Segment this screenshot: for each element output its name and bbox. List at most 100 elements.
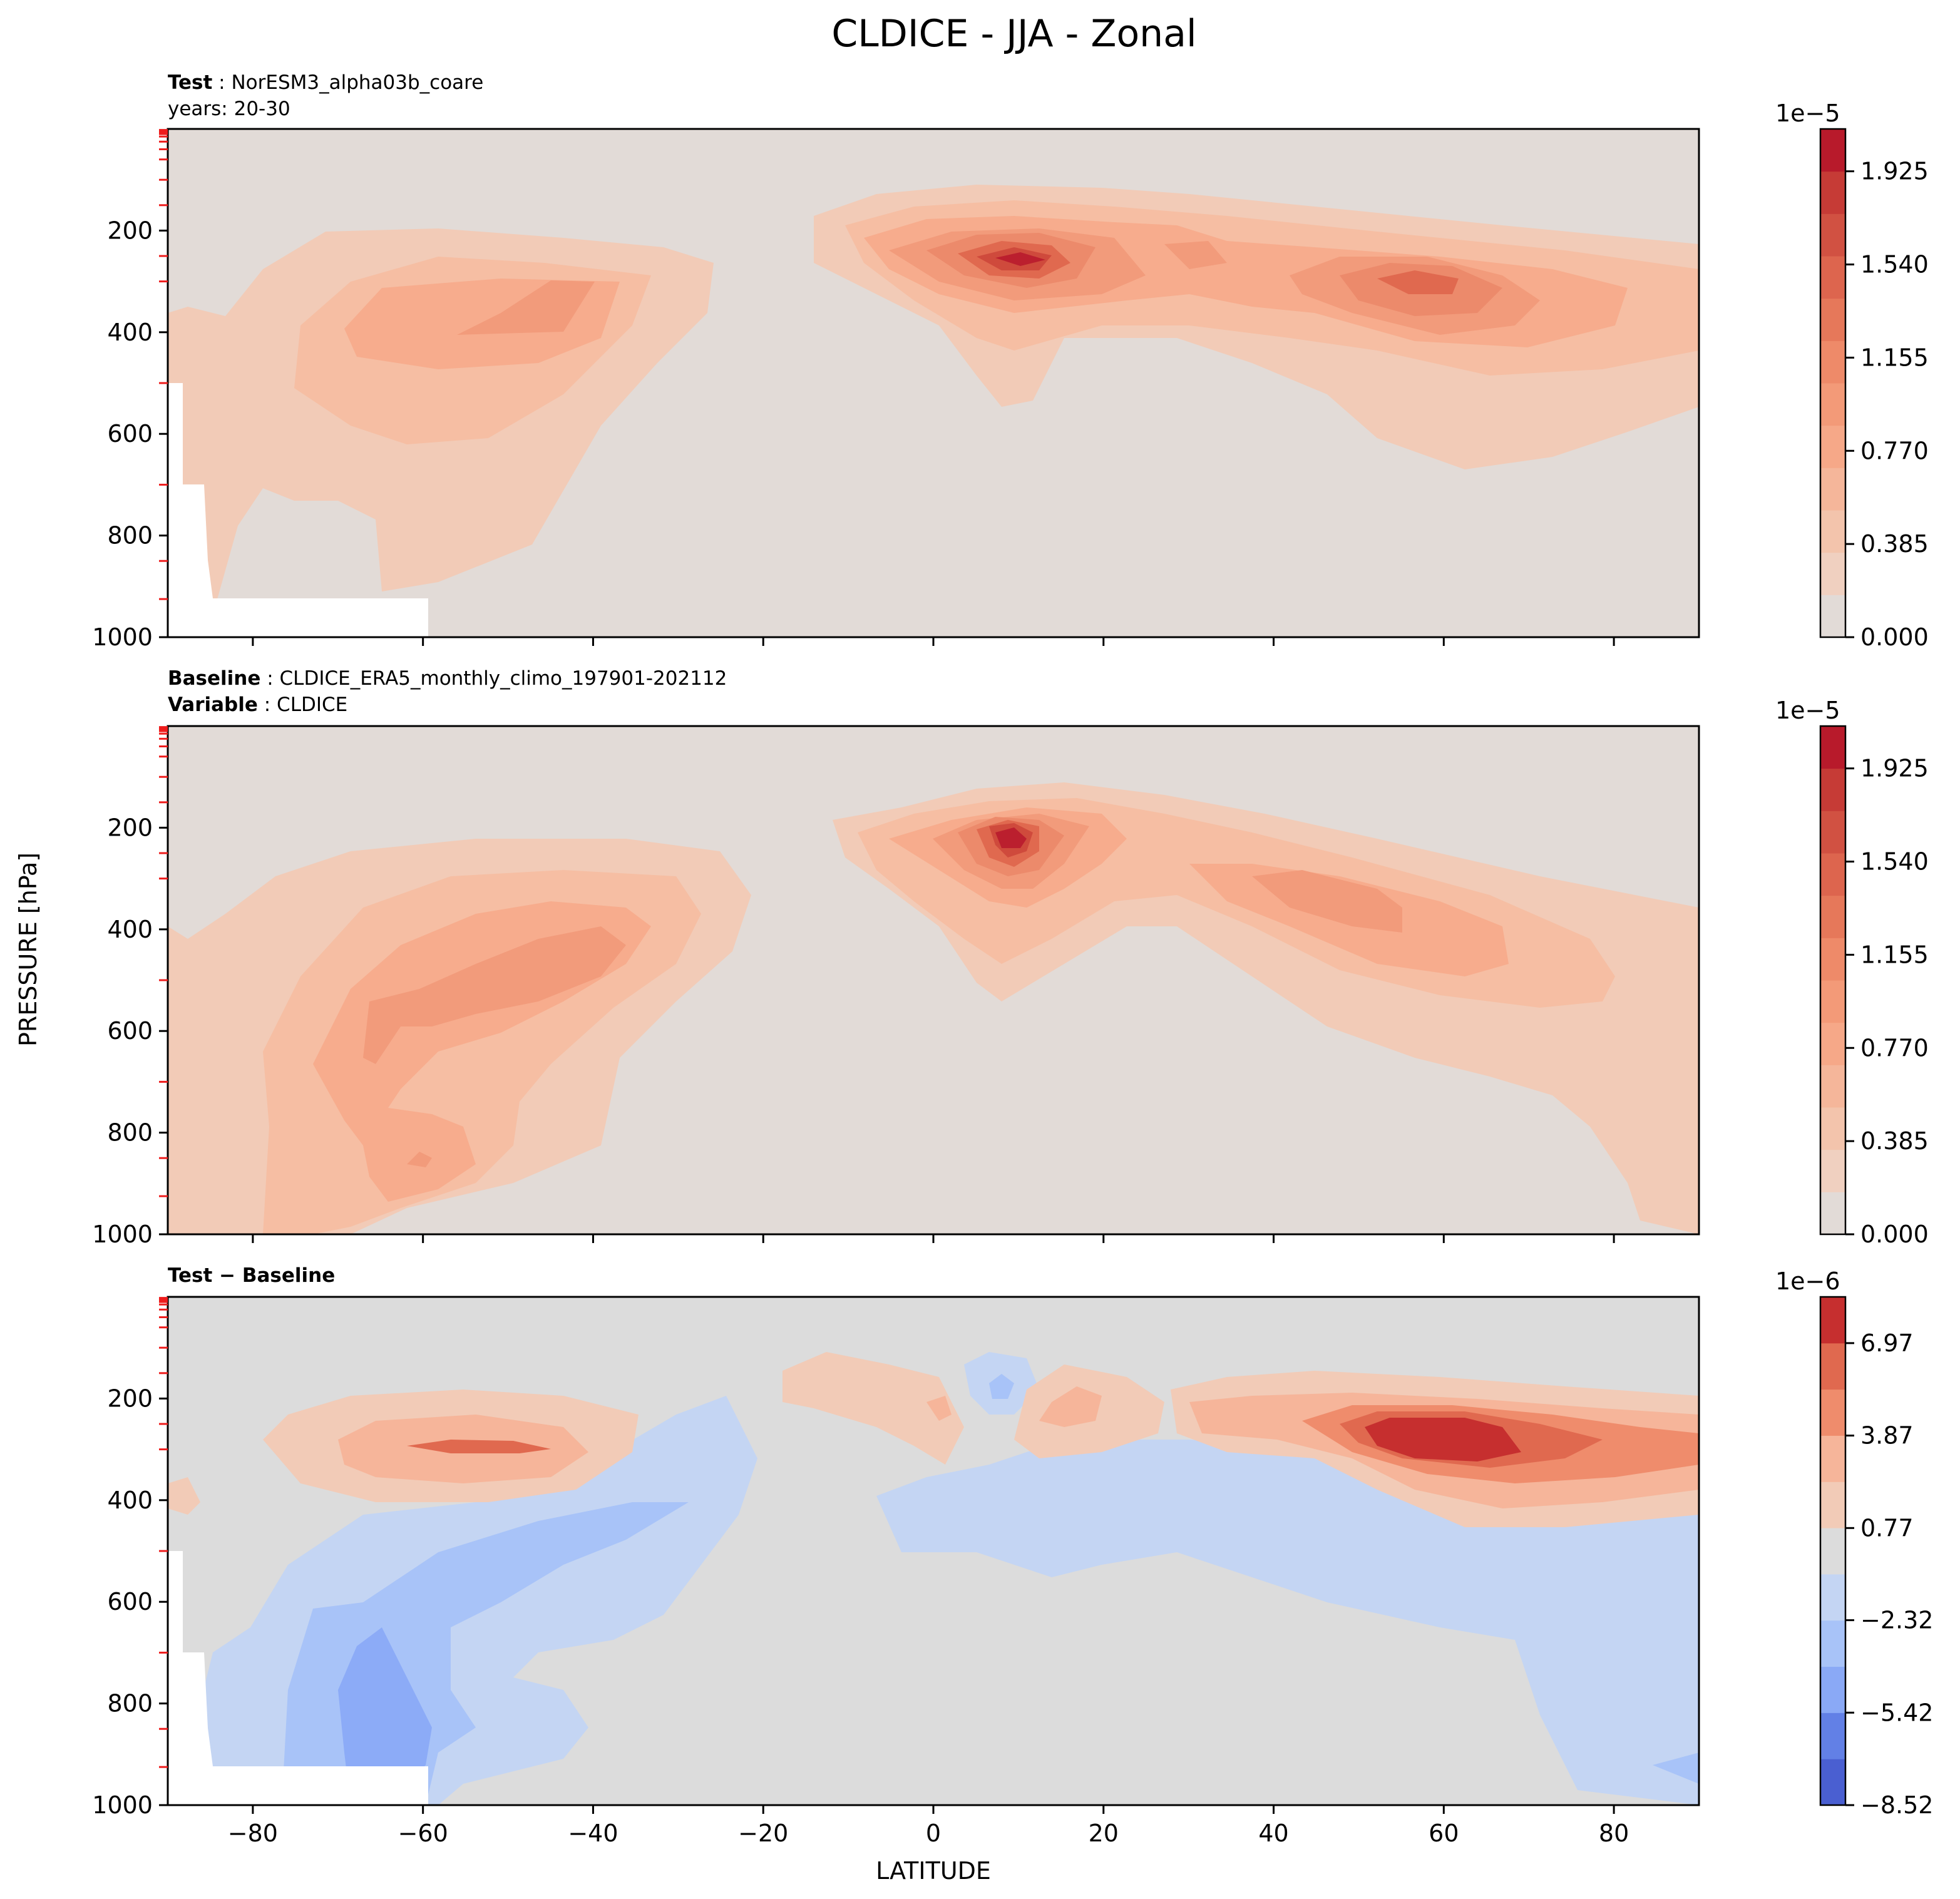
colorbar-segment: [1820, 340, 1845, 384]
panel-difference-contours: [168, 1352, 1699, 1805]
colorbar-segment: [1820, 726, 1845, 769]
colorbar-segment: [1820, 1759, 1845, 1806]
panel-baseline-header-1: Baseline : CLDICE_ERA5_monthly_climo_197…: [168, 667, 727, 690]
y-tick-label: 200: [107, 814, 153, 841]
y-tick-label: 400: [107, 916, 153, 943]
missing-data-mask: [168, 1551, 428, 1805]
y-tick-label: 1000: [92, 623, 153, 651]
y-tick-label: 800: [107, 1119, 153, 1147]
contour-fill: [457, 280, 595, 335]
colorbar-tick-label: 0.770: [1860, 437, 1929, 464]
colorbar-segment: [1820, 1022, 1845, 1065]
colorbar-tick-label: 6.97: [1860, 1329, 1914, 1357]
colorbar-tick-label: 1.540: [1860, 251, 1929, 279]
panel-baseline-header-2: Variable : CLDICE: [168, 694, 347, 716]
colorbar-tick-label: 0.770: [1860, 1034, 1929, 1062]
colorbar-segment: [1820, 980, 1845, 1023]
colorbar-tick-label: 1.925: [1860, 158, 1929, 185]
colorbar-tick-label: −5.42: [1860, 1699, 1933, 1726]
colorbar-frame: [1819, 725, 1847, 1236]
panel-baseline-ticks: 200 400 600 800 1000: [92, 726, 1615, 1248]
x-tick-label: −40: [568, 1820, 618, 1847]
colorbar-segment: [1820, 1435, 1845, 1482]
colorbar-segment: [1820, 895, 1845, 938]
colorbar-tick-label: 3.87: [1860, 1422, 1914, 1450]
contour-fill: [782, 1352, 1164, 1465]
y-tick-label: 600: [107, 420, 153, 448]
colorbar-segment: [1820, 1574, 1845, 1621]
colorbar-tick-label: 0.385: [1860, 1127, 1929, 1155]
panel-baseline-contours: [168, 782, 1699, 1234]
header-2-bold: Variable: [168, 694, 258, 716]
colorbar-segment: [1820, 510, 1845, 553]
y-tick-label: 800: [107, 1690, 153, 1717]
contour-fill: [995, 827, 1027, 848]
panel-difference: −80 −60 −40 −20 0 20 40 60 80 200 400 600 800 1000 Te…: [92, 1264, 1700, 1847]
colorbar-tick-label: 1.155: [1860, 344, 1929, 371]
contour-fill: [1365, 1418, 1521, 1461]
header-1-sep: :: [260, 667, 279, 690]
x-axis-label: LATITUDE: [876, 1857, 991, 1885]
colorbar-segment: [1820, 1192, 1845, 1235]
colorbar-segment: [1820, 768, 1845, 811]
x-tick-label: 20: [1089, 1820, 1119, 1847]
x-tick-label: −20: [738, 1820, 788, 1847]
colorbar-tick-label: 1.540: [1860, 848, 1929, 876]
contour-fill: [168, 1477, 200, 1515]
y-tick-label: 1000: [92, 1221, 153, 1248]
figure-title: CLDICE - JJA - Zonal: [831, 12, 1196, 56]
colorbar-tick-label: 0.385: [1860, 530, 1929, 558]
colorbar-segment: [1820, 938, 1845, 981]
panel-test-ticks: 200 400 600 800 1000: [92, 129, 1615, 651]
x-tick-label: 60: [1429, 1820, 1459, 1847]
colorbar-segment: [1820, 1620, 1845, 1667]
panel-baseline: 200 400 600 800 1000 Baseline : CLDICE_ERA5_…: [92, 667, 1700, 1248]
y-tick-label: 400: [107, 319, 153, 346]
y-tick-label: 200: [107, 1385, 153, 1412]
colorbar-tick-label: 0.000: [1860, 623, 1929, 651]
y-tick-label: 600: [107, 1588, 153, 1615]
colorbar-segment: [1820, 1343, 1845, 1390]
header-2-text: CLDICE: [277, 694, 347, 716]
y-tick-label: 400: [107, 1487, 153, 1514]
y-axis-label: PRESSURE [hPa]: [14, 852, 42, 1047]
colorbar-tick-label: 1.155: [1860, 941, 1929, 968]
x-tick-label: 40: [1258, 1820, 1288, 1847]
x-tick-label: 0: [926, 1820, 941, 1847]
colorbar-segment: [1820, 1149, 1845, 1192]
colorbar-frame: [1819, 128, 1847, 638]
colorbar-segment: [1820, 256, 1845, 299]
x-tick-label: 80: [1599, 1820, 1629, 1847]
colorbar-offset-label: 1e−6: [1775, 1267, 1840, 1295]
colorbar-tick-label: 0.77: [1860, 1514, 1914, 1542]
y-tick-label: 800: [107, 522, 153, 550]
colorbar-segment: [1820, 1389, 1845, 1436]
colorbar-segment: [1820, 1297, 1845, 1344]
colorbar-frame: [1819, 1296, 1847, 1806]
panel-difference-ticks: −80 −60 −40 −20 0 20 40 60 80 200 400 600 800 1000: [92, 1297, 1629, 1847]
header-1-sep: :: [212, 71, 231, 94]
panel-test-header-2: years: 20-30: [168, 98, 290, 120]
contour-fill: [958, 241, 1459, 294]
contour-fill: [338, 1627, 432, 1805]
panel-test-contours: [168, 185, 1699, 637]
colorbar-segment: [1820, 171, 1845, 214]
colorbar-segment: [1820, 298, 1845, 341]
colorbar-segment: [1820, 129, 1845, 172]
x-tick-label: −60: [398, 1820, 448, 1847]
colorbars: 0.000 0.385 0.770 1.155 1.540 1.925 1e−5 0.000 0…: [1775, 100, 1933, 1819]
panel-test: 200 400 600 800 1000 Test : NorESM3_alpha03b…: [92, 71, 1700, 651]
colorbar-segment: [1820, 383, 1845, 426]
contour-fill: [1653, 1753, 1699, 1784]
colorbar-segment: [1820, 552, 1845, 595]
header-1-text: NorESM3_alpha03b_coare: [231, 71, 483, 94]
colorbar-offset-label: 1e−5: [1775, 100, 1840, 127]
panel-test-header-1: Test : NorESM3_alpha03b_coare: [168, 71, 483, 94]
contour-fill: [926, 1386, 1102, 1427]
panel-difference-header-1: Test − Baseline: [168, 1264, 335, 1287]
contour-fill: [363, 926, 626, 1167]
colorbar-segment: [1820, 1528, 1845, 1575]
contour-fill: [876, 1440, 1699, 1805]
colorbar-segment: [1820, 213, 1845, 257]
colorbar-segment: [1820, 595, 1845, 638]
